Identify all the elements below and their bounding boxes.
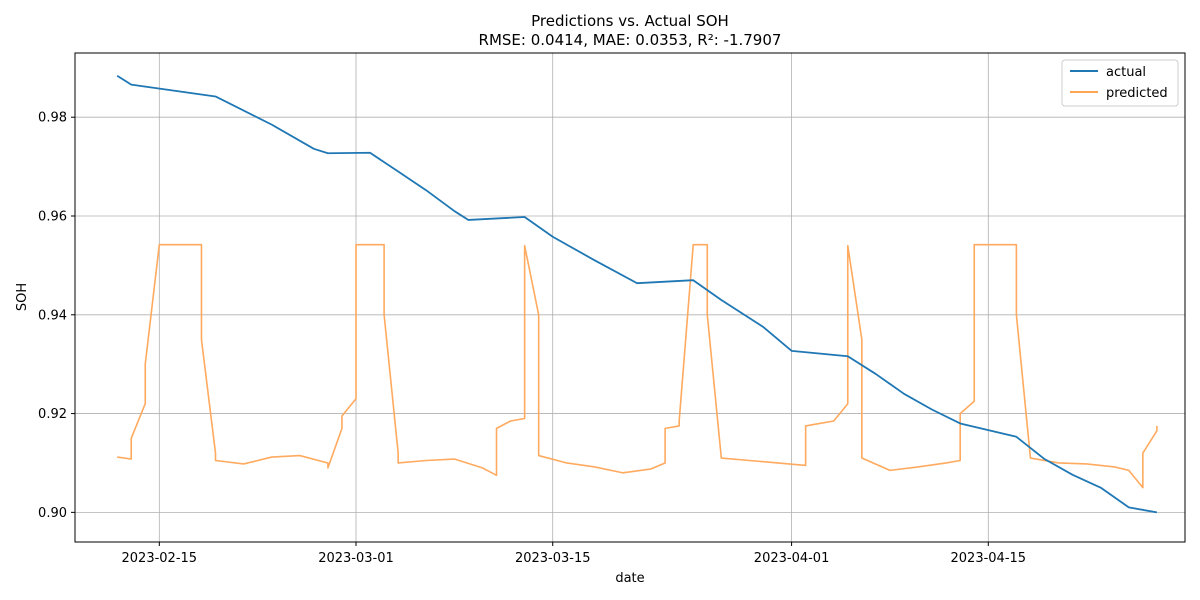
y-tick-label: 0.94	[38, 308, 67, 323]
x-tick-label: 2023-02-15	[122, 551, 198, 566]
y-tick-label: 0.90	[38, 506, 67, 521]
series-layer	[116, 74, 1158, 514]
chart-title: Predictions vs. Actual SOH	[531, 12, 729, 30]
ticks: 0.90 0.92 0.94 0.96 0.98 2023-02-15 2023-03-01…	[38, 111, 1026, 566]
x-axis-label: date	[615, 571, 644, 586]
series-line-predicted	[117, 243, 1158, 489]
y-tick-label: 0.96	[38, 210, 67, 225]
y-tick-label: 0.92	[38, 407, 67, 422]
x-tick-label: 2023-04-15	[951, 551, 1027, 566]
legend: actual predicted	[1061, 59, 1179, 107]
y-axis-label: SOH	[15, 283, 30, 311]
grid	[75, 53, 1185, 542]
x-tick-label: 2023-03-15	[515, 551, 591, 566]
legend-label-predicted: predicted	[1106, 86, 1168, 101]
series-line-actual	[116, 74, 1158, 514]
y-tick-label: 0.98	[38, 111, 67, 126]
x-tick-label: 2023-04-01	[754, 551, 830, 566]
x-tick-label: 2023-03-01	[318, 551, 394, 566]
plot-frame	[74, 52, 1186, 543]
chart-subtitle: RMSE: 0.0414, MAE: 0.0353, R²: -1.7907	[479, 31, 782, 49]
legend-label-actual: actual	[1106, 65, 1146, 80]
